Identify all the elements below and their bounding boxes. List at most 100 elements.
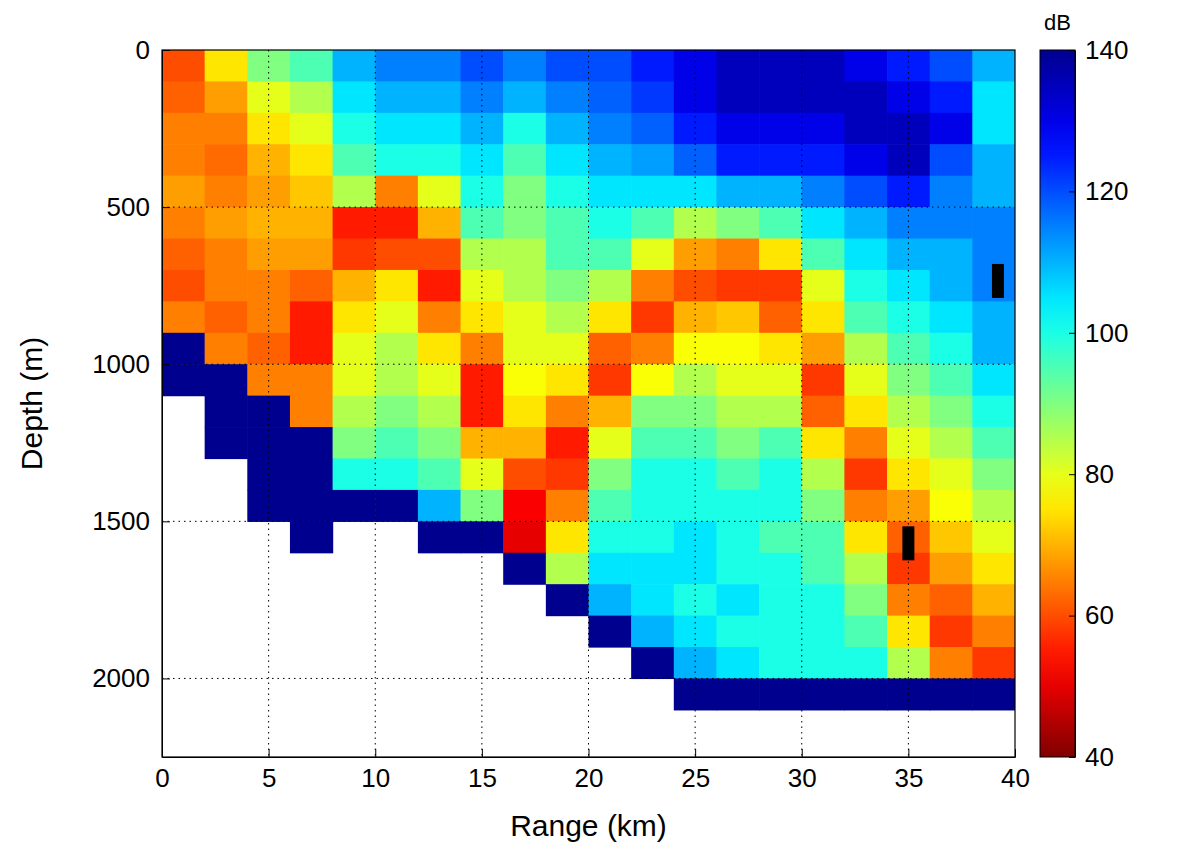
grid-line xyxy=(162,521,1015,522)
cell xyxy=(333,144,376,176)
tick-mark xyxy=(162,50,170,51)
cell xyxy=(205,396,248,428)
grid xyxy=(162,50,1015,757)
cell xyxy=(802,144,845,176)
tick-mark xyxy=(1069,333,1075,334)
cell xyxy=(247,270,290,302)
cell xyxy=(290,113,333,145)
cell xyxy=(503,521,546,553)
cell xyxy=(461,521,504,553)
cell xyxy=(972,584,1015,616)
cell xyxy=(972,176,1015,208)
cell xyxy=(290,81,333,113)
tick: 10 xyxy=(361,749,390,793)
cell xyxy=(887,490,930,522)
tick: 500 xyxy=(107,192,170,222)
tick-mark xyxy=(802,749,803,757)
cell xyxy=(972,301,1015,333)
tick-mark xyxy=(1069,50,1075,51)
cell xyxy=(162,144,205,176)
cell xyxy=(716,396,759,428)
cell xyxy=(844,647,887,679)
cell xyxy=(546,396,589,428)
cell xyxy=(333,301,376,333)
cell xyxy=(930,616,973,648)
cell xyxy=(844,176,887,208)
points xyxy=(902,264,1004,560)
cell xyxy=(418,270,461,302)
cell xyxy=(844,50,887,82)
cell xyxy=(631,50,674,82)
cell xyxy=(674,333,717,365)
cell xyxy=(631,521,674,553)
tick-mark xyxy=(908,749,909,757)
cell xyxy=(674,207,717,239)
cell xyxy=(716,270,759,302)
point xyxy=(992,264,1004,298)
cell xyxy=(844,113,887,145)
cell xyxy=(503,176,546,208)
cell xyxy=(546,113,589,145)
tick: 5 xyxy=(262,749,276,793)
cell xyxy=(589,81,632,113)
cell xyxy=(802,50,845,82)
cell xyxy=(972,647,1015,679)
cell xyxy=(589,490,632,522)
cell xyxy=(162,364,205,396)
cell xyxy=(674,647,717,679)
cell xyxy=(759,207,802,239)
plot-frame xyxy=(162,50,1015,757)
cell xyxy=(972,678,1015,710)
grid-line xyxy=(162,207,1015,208)
cell xyxy=(759,333,802,365)
cell xyxy=(631,113,674,145)
cell xyxy=(631,364,674,396)
cell xyxy=(972,616,1015,648)
tick: 60 xyxy=(1069,600,1114,630)
cell xyxy=(205,364,248,396)
cell xyxy=(972,427,1015,459)
tick-label: 120 xyxy=(1085,176,1128,206)
tick-mark xyxy=(589,749,590,757)
cell xyxy=(503,458,546,490)
cell xyxy=(546,301,589,333)
cell xyxy=(844,81,887,113)
cell xyxy=(503,553,546,585)
cell xyxy=(375,301,418,333)
cell xyxy=(375,364,418,396)
cell xyxy=(546,333,589,365)
grid-line xyxy=(162,364,1015,365)
tick-mark xyxy=(1015,749,1016,757)
cell xyxy=(205,239,248,271)
cell xyxy=(759,301,802,333)
cell xyxy=(716,301,759,333)
cell xyxy=(333,176,376,208)
cell xyxy=(631,81,674,113)
cell xyxy=(972,113,1015,145)
cell xyxy=(759,584,802,616)
cell xyxy=(290,396,333,428)
cell xyxy=(290,301,333,333)
cell xyxy=(375,81,418,113)
cell xyxy=(930,647,973,679)
tick: 1500 xyxy=(92,506,170,536)
tick: 35 xyxy=(894,749,923,793)
colorbar xyxy=(1040,50,1075,757)
cell xyxy=(674,616,717,648)
cell xyxy=(716,553,759,585)
cell xyxy=(418,207,461,239)
cell xyxy=(802,113,845,145)
grid-line xyxy=(375,50,376,757)
cell xyxy=(461,301,504,333)
cell xyxy=(375,458,418,490)
y-axis: 0500100015002000 xyxy=(92,35,170,758)
cell xyxy=(930,458,973,490)
cell xyxy=(887,333,930,365)
cell xyxy=(887,647,930,679)
cell xyxy=(844,521,887,553)
cell xyxy=(589,333,632,365)
tick-mark xyxy=(1069,616,1075,617)
cell xyxy=(418,364,461,396)
cell xyxy=(503,207,546,239)
cell xyxy=(716,521,759,553)
